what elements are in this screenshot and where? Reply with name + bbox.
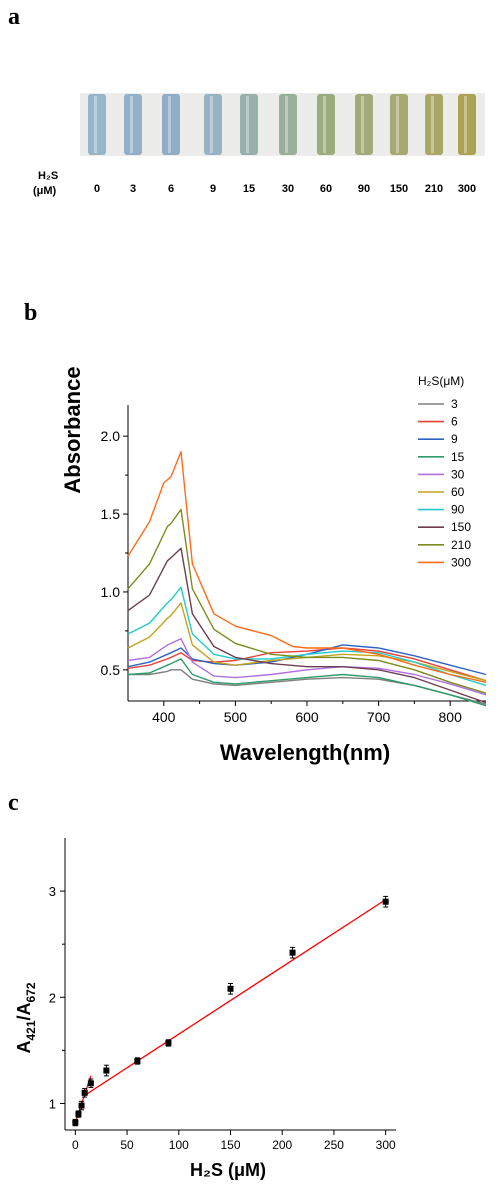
tube-highlight xyxy=(323,96,326,153)
calibration-chart: 0 50 100 150 200 250 300 1 2 3 A421/A672 H₂S (μM) xyxy=(14,838,396,1180)
series-line-210 xyxy=(127,508,487,694)
series-line-30 xyxy=(127,638,487,696)
data-point xyxy=(382,898,389,905)
legend-label-3: 3 xyxy=(451,397,458,411)
row-label-unit: (μM) xyxy=(33,185,57,197)
row-label-analyte: H₂S xyxy=(38,170,58,182)
data-point xyxy=(134,1057,141,1064)
series-line-6 xyxy=(127,647,487,682)
tube xyxy=(124,94,142,155)
x-tick-label: 0 xyxy=(72,1138,79,1152)
y-tick-label: 1.0 xyxy=(101,584,121,600)
series-line-90 xyxy=(127,586,487,687)
tube-strip-figure: H₂S (μM) 0 3 6 9 15 30 60 90 150 210 300 xyxy=(33,93,485,197)
legend-label-30: 30 xyxy=(451,467,465,481)
tube-highlight xyxy=(246,96,249,153)
tube xyxy=(425,94,443,155)
data-point xyxy=(165,1039,172,1046)
panel-label-b: b xyxy=(24,300,38,326)
data-point xyxy=(78,1102,85,1109)
series-line-15 xyxy=(127,658,487,707)
concentration-label: 9 xyxy=(210,183,216,195)
x-tick-label: 600 xyxy=(295,709,319,725)
tube-highlight xyxy=(130,96,133,153)
concentration-label: 6 xyxy=(168,183,174,195)
legend-label-6: 6 xyxy=(451,415,458,429)
tube xyxy=(355,94,373,155)
fit-line-2 xyxy=(83,899,387,1097)
y-tick-label: 2.0 xyxy=(101,428,121,444)
x-tick-label: 100 xyxy=(169,1138,189,1152)
tube xyxy=(162,94,180,155)
legend-label-210: 210 xyxy=(451,538,471,552)
y-axis-label: Absorbance xyxy=(60,366,85,493)
concentration-label: 3 xyxy=(130,183,136,195)
data-point xyxy=(72,1119,79,1126)
concentration-label: 30 xyxy=(282,183,294,195)
data-point xyxy=(103,1067,110,1074)
y-tick-label: 1.5 xyxy=(101,506,121,522)
x-tick-label: 700 xyxy=(367,709,391,725)
x-axis-label: Wavelength(nm) xyxy=(220,740,390,765)
x-tick-label: 150 xyxy=(220,1138,240,1152)
x-tick-label: 300 xyxy=(376,1138,396,1152)
y-tick-label: 0.5 xyxy=(101,662,121,678)
data-point xyxy=(81,1089,88,1096)
concentration-label: 150 xyxy=(390,183,408,195)
data-point xyxy=(289,949,296,956)
tube-highlight xyxy=(285,96,288,153)
legend-title: H₂S(μM) xyxy=(418,374,464,388)
legend-label-9: 9 xyxy=(451,432,458,446)
tube-highlight xyxy=(431,96,434,153)
panel-label-c: c xyxy=(8,790,19,816)
legend-label-15: 15 xyxy=(451,450,465,464)
tube xyxy=(88,94,106,155)
series-line-3 xyxy=(128,669,487,705)
y-tick-label: 3 xyxy=(49,884,56,899)
tube xyxy=(204,94,222,155)
tube-highlight xyxy=(361,96,364,153)
y-axis-label: A421/A672 xyxy=(14,982,38,1053)
concentration-label: 210 xyxy=(425,183,443,195)
legend-label-300: 300 xyxy=(451,555,471,569)
data-point xyxy=(75,1111,82,1118)
x-tick-label: 250 xyxy=(324,1138,344,1152)
tube-highlight xyxy=(396,96,399,153)
data-point xyxy=(227,985,234,992)
y-tick-label: 2 xyxy=(49,990,56,1005)
tube-highlight xyxy=(168,96,171,153)
tube-highlight xyxy=(210,96,213,153)
concentration-label: 300 xyxy=(458,183,476,195)
tube xyxy=(317,94,335,155)
legend-label-60: 60 xyxy=(451,485,465,499)
tube xyxy=(240,94,258,155)
series-line-300 xyxy=(127,450,487,683)
panel-label-a: a xyxy=(8,4,20,30)
concentration-label: 60 xyxy=(320,183,332,195)
concentration-label: 15 xyxy=(243,183,255,195)
series-line-150 xyxy=(127,547,487,704)
tube xyxy=(390,94,408,155)
x-tick-label: 200 xyxy=(272,1138,292,1152)
tube xyxy=(279,94,297,155)
tube xyxy=(458,94,476,155)
x-tick-label: 50 xyxy=(120,1138,134,1152)
series-line-60 xyxy=(127,602,487,682)
tube-highlight xyxy=(94,96,97,153)
x-tick-label: 800 xyxy=(439,709,463,725)
x-tick-label: 500 xyxy=(224,709,248,725)
absorbance-spectra-chart: 400 500 600 700 800 0.5 1.0 1.5 2.0 Absorbance W… xyxy=(60,366,487,765)
x-axis-label: H₂S (μM) xyxy=(190,1160,266,1180)
tube-highlight xyxy=(464,96,467,153)
x-tick-label: 400 xyxy=(152,709,176,725)
data-point xyxy=(87,1080,94,1087)
legend-label-90: 90 xyxy=(451,503,465,517)
concentration-label: 0 xyxy=(94,183,100,195)
y-tick-label: 1 xyxy=(49,1096,56,1111)
concentration-label: 90 xyxy=(358,183,370,195)
legend-label-150: 150 xyxy=(451,520,471,534)
